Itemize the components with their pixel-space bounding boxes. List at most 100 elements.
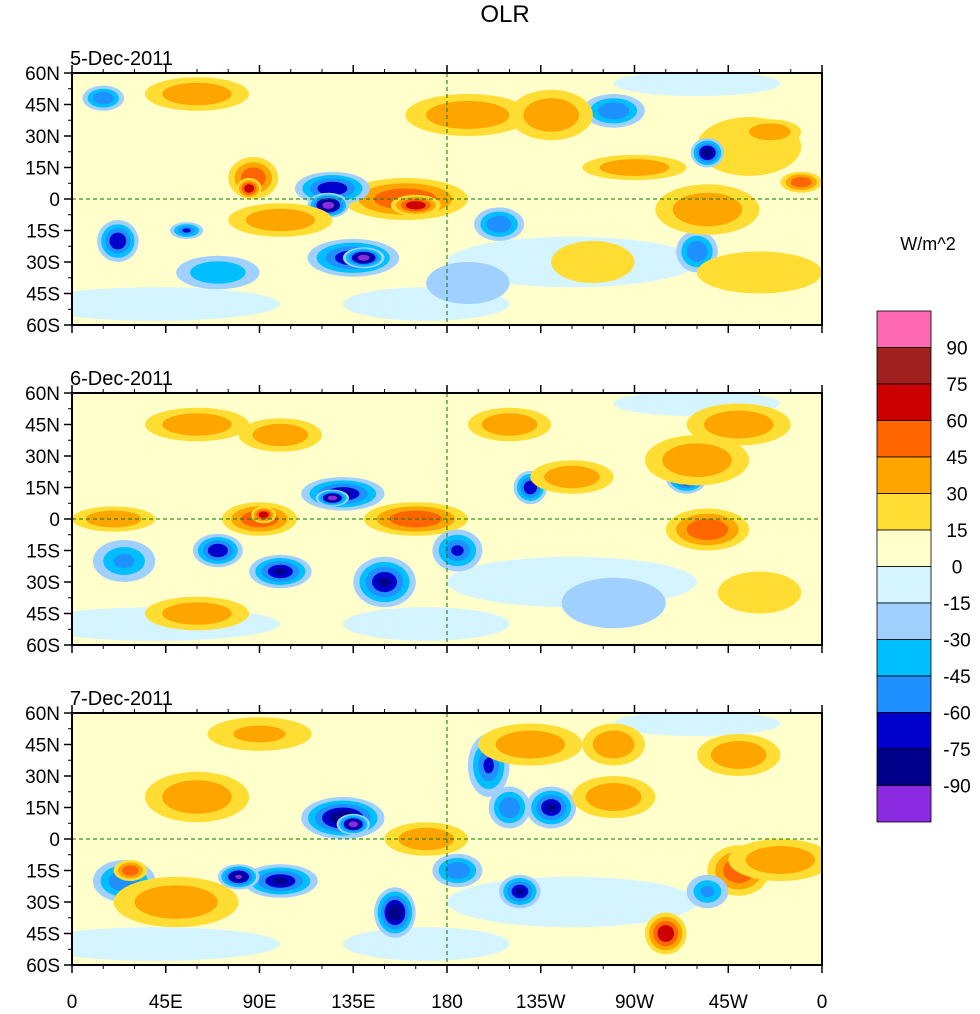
field-blob: [330, 496, 335, 500]
field-blob: [451, 545, 464, 556]
field-blob: [679, 451, 715, 469]
field-blob: [360, 256, 367, 260]
x-axis-labels: 0 45E 90E 135E 180 135W 90W 45W 0: [67, 992, 828, 1013]
field-blob: [126, 867, 135, 874]
x-tick-label: 45E: [149, 992, 183, 1013]
y-tick-label: 45S: [26, 925, 60, 946]
y-tick-label: 15S: [26, 222, 60, 243]
field-blob: [527, 484, 534, 491]
colorbar-level-label: -75: [943, 740, 970, 761]
panel-date-label: 6-Dec-2011: [70, 368, 173, 390]
field-blob: [266, 429, 295, 441]
y-tick-label: 60S: [26, 956, 60, 977]
field-blob: [378, 576, 391, 588]
y-tick-label: 15S: [26, 862, 60, 883]
colorbar-swatch: [876, 675, 932, 713]
y-tick-label: 30N: [25, 127, 60, 148]
field-blob: [603, 737, 625, 752]
field-blob: [72, 287, 281, 321]
field-blob: [113, 236, 123, 246]
colorbar-level-label: 30: [946, 485, 967, 506]
field-blob: [325, 203, 332, 208]
y-tick-label: 30N: [25, 767, 60, 788]
field-blob: [410, 203, 421, 208]
field-blob: [704, 150, 711, 156]
field-blob: [447, 272, 489, 294]
x-tick-label: 0: [817, 992, 828, 1013]
colorbar-swatch: [876, 310, 932, 348]
field-blob: [495, 418, 524, 431]
y-tick-label: 15N: [25, 479, 60, 500]
field-blob: [98, 95, 109, 102]
field-blob: [155, 893, 198, 911]
y-tick-label: 30S: [26, 253, 60, 274]
field-blob: [179, 418, 215, 431]
x-tick-label: 45W: [709, 992, 748, 1013]
colorbar-level-label: -15: [943, 594, 970, 615]
field-blob: [274, 568, 287, 575]
field-blob: [721, 417, 757, 432]
colorbar-level-label: 45: [946, 448, 967, 469]
field-blob: [599, 790, 628, 804]
field-blob: [261, 513, 267, 517]
field-blob: [738, 582, 781, 603]
olr-field: [72, 713, 822, 965]
field-blob: [605, 106, 622, 116]
chart-title: OLR: [480, 1, 529, 28]
field-blob: [690, 201, 725, 218]
field-blob: [691, 246, 703, 257]
y-tick-label: 45N: [25, 736, 60, 757]
y-tick-label: 45N: [25, 96, 60, 117]
field-blob: [795, 179, 807, 185]
colorbar-swatch: [876, 420, 932, 458]
field-blob: [613, 73, 781, 97]
field-blob: [262, 214, 298, 226]
y-tick-label: 0: [49, 510, 60, 531]
field-blob: [504, 802, 515, 813]
colorbar-swatch: [876, 602, 932, 640]
y-tick-label: 60S: [26, 316, 60, 337]
field-blob: [179, 607, 215, 620]
field-blob: [113, 554, 135, 568]
field-blob: [661, 929, 670, 938]
x-tick-label: 135W: [516, 992, 566, 1013]
colorbar-level-label: -60: [943, 704, 970, 725]
field-blob: [342, 927, 510, 961]
y-tick-label: 45S: [26, 285, 60, 306]
colorbar-swatch: [876, 566, 932, 604]
field-blob: [447, 108, 489, 122]
colorbar-level-label: -30: [943, 631, 970, 652]
field-blob: [182, 228, 191, 233]
colorbar-level-label: 60: [946, 412, 967, 433]
map-panel-3: 7-Dec-2011 60N 45N 30N 15N 0 15S 30S 45S 60S: [25, 688, 823, 977]
field-blob: [246, 186, 252, 191]
field-blob: [546, 803, 557, 812]
x-tick-label: 0: [67, 992, 78, 1013]
y-tick-label: 30N: [25, 447, 60, 468]
field-blob: [235, 874, 243, 879]
colorbar-swatch: [876, 493, 932, 531]
x-tick-label: 90E: [243, 992, 277, 1013]
field-blob: [728, 262, 791, 283]
y-tick-label: 0: [49, 830, 60, 851]
field-blob: [412, 833, 441, 845]
y-tick-label: 45N: [25, 416, 60, 437]
colorbar-level-label: -90: [943, 777, 970, 798]
colorbar-swatch: [876, 383, 932, 421]
colorbar-swatch: [876, 712, 932, 750]
field-blob: [72, 927, 281, 961]
olr-field: [72, 73, 822, 325]
field-blob: [759, 127, 781, 136]
field-blob: [613, 713, 781, 737]
panel-date-label: 7-Dec-2011: [70, 688, 173, 710]
y-tick-label: 30S: [26, 893, 60, 914]
field-blob: [233, 725, 286, 743]
field-blob: [572, 251, 614, 273]
map-panel-1: 5-Dec-2011 60N 45N 30N 15N 0 15S 30S 45S 60S: [25, 48, 823, 337]
colorbar-swatch: [876, 456, 932, 494]
colorbar: W/m^2 90 75 60 45 30 15 0 -15 -30 -45 -60 -75 -90: [876, 234, 971, 823]
field-blob: [483, 757, 494, 774]
field-blob: [762, 853, 798, 867]
x-tick-label: 135E: [331, 992, 375, 1013]
olr-field: [72, 393, 822, 645]
